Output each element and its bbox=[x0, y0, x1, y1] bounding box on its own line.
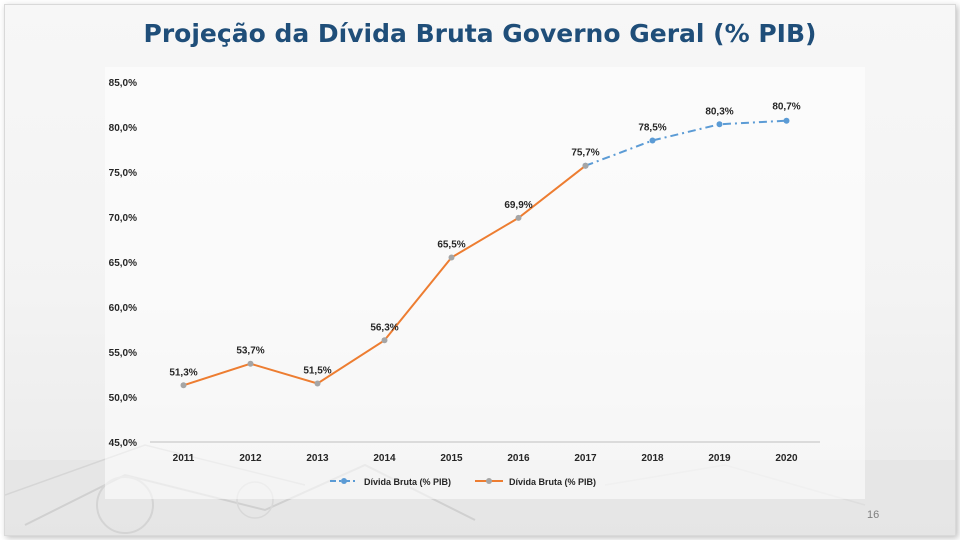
plot-panel bbox=[105, 67, 865, 499]
data-label: 51,5% bbox=[303, 366, 331, 377]
x-tick-label: 2020 bbox=[775, 453, 798, 464]
x-tick-label: 2019 bbox=[708, 453, 731, 464]
x-tick-label: 2011 bbox=[173, 453, 195, 464]
data-label: 78,5% bbox=[638, 123, 666, 134]
data-label: 65,5% bbox=[437, 240, 465, 251]
y-tick-label: 45,0% bbox=[109, 438, 137, 449]
actual-point bbox=[381, 337, 388, 344]
legend-label: Dívida Bruta (% PIB) bbox=[364, 477, 451, 487]
y-tick-label: 60,0% bbox=[109, 303, 137, 314]
x-tick-label: 2013 bbox=[306, 453, 329, 464]
data-label: 56,3% bbox=[370, 322, 398, 333]
y-tick-label: 65,0% bbox=[109, 258, 137, 269]
y-tick-label: 70,0% bbox=[109, 213, 137, 224]
projection-point bbox=[783, 117, 790, 124]
x-tick-label: 2012 bbox=[239, 453, 262, 464]
y-tick-label: 75,0% bbox=[109, 168, 137, 179]
data-label: 69,9% bbox=[504, 200, 532, 211]
actual-point bbox=[448, 254, 455, 261]
x-tick-label: 2016 bbox=[507, 453, 530, 464]
data-label: 51,3% bbox=[169, 367, 197, 378]
data-label: 53,7% bbox=[236, 346, 264, 357]
y-tick-label: 50,0% bbox=[109, 393, 137, 404]
page-number: 16 bbox=[867, 509, 880, 521]
actual-point bbox=[515, 214, 522, 221]
x-tick-label: 2017 bbox=[574, 453, 597, 464]
actual-point bbox=[247, 360, 254, 367]
slide-title: Projeção da Dívida Bruta Governo Geral (… bbox=[143, 19, 817, 48]
slide: Projeção da Dívida Bruta Governo Geral (… bbox=[4, 4, 956, 536]
data-label: 75,7% bbox=[571, 148, 599, 159]
data-label: 80,7% bbox=[772, 102, 800, 113]
actual-point bbox=[180, 382, 187, 389]
actual-point bbox=[314, 380, 321, 387]
data-label: 80,3% bbox=[705, 106, 733, 117]
legend-label: Dívida Bruta (% PIB) bbox=[509, 477, 596, 487]
y-tick-label: 85,0% bbox=[109, 78, 137, 89]
x-tick-label: 2014 bbox=[373, 453, 396, 464]
x-tick-label: 2018 bbox=[641, 453, 664, 464]
debt-line-chart: 45,0% 50,0% 55,0% 60,0% 65,0% 70,0% 75,0% 80,0%… bbox=[109, 78, 820, 487]
y-tick-label: 55,0% bbox=[109, 348, 137, 359]
y-tick-label: 80,0% bbox=[109, 123, 137, 134]
actual-point bbox=[582, 162, 589, 169]
projection-point bbox=[716, 121, 723, 128]
x-tick-label: 2015 bbox=[440, 453, 463, 464]
legend-marker bbox=[341, 478, 347, 484]
legend-marker bbox=[486, 478, 492, 484]
projection-series-line bbox=[585, 119, 787, 167]
projection-point bbox=[649, 137, 656, 144]
